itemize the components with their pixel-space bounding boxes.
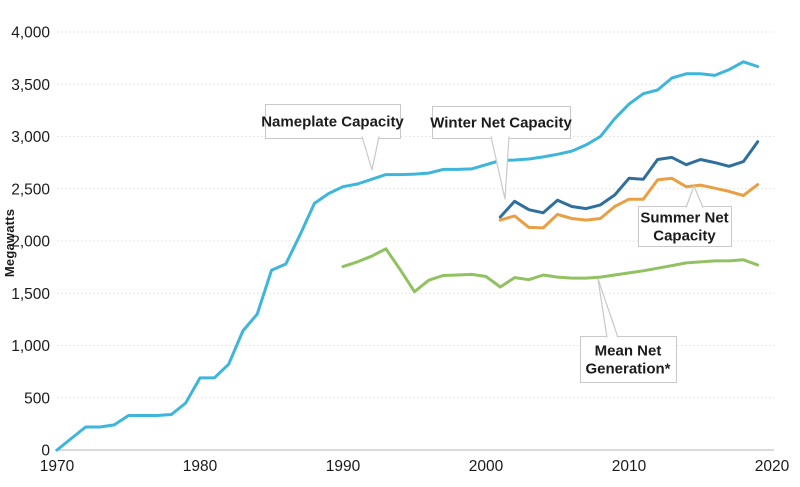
annotation-box — [580, 336, 677, 383]
x-tick-label: 1970 — [40, 458, 75, 475]
y-tick-label: 1,500 — [11, 286, 50, 303]
series-line-winter-net-capacity — [498, 140, 760, 219]
x-tick-label: 2020 — [755, 458, 790, 475]
y-tick-label: 3,000 — [11, 129, 50, 146]
series-line-mean-net-generation — [341, 247, 760, 294]
y-tick-label: 0 — [41, 443, 50, 460]
annotation-label: Nameplate Capacity — [261, 114, 404, 131]
x-tick-label: 1980 — [183, 458, 218, 475]
x-tick-label: 2010 — [612, 458, 647, 475]
y-tick-label: 4,000 — [11, 25, 50, 42]
annotation-label: Summer Net Capacity — [640, 210, 728, 245]
y-tick-label: 2,500 — [11, 181, 50, 198]
annotation-box — [638, 206, 732, 247]
annotation-pointer — [490, 136, 510, 200]
x-tick-label: 2000 — [469, 458, 504, 475]
annotation-pointer — [685, 185, 704, 208]
series-line-summer-net-capacity — [498, 176, 760, 230]
annotation-box — [265, 104, 401, 139]
annotation-label: Mean Net Generation* — [585, 343, 670, 378]
y-tick-label: 3,500 — [11, 77, 50, 94]
y-tick-label: 2,000 — [11, 234, 50, 251]
annotation-box — [432, 106, 571, 139]
x-tick-label: 1990 — [326, 458, 361, 475]
series-line-nameplate-capacity — [55, 60, 760, 452]
y-tick-label: 1,000 — [11, 338, 50, 355]
y-tick-label: 500 — [24, 390, 50, 407]
annotation-pointer — [597, 278, 619, 338]
annotation-pointer — [361, 136, 380, 171]
annotation-label: Winter Net Capacity — [430, 115, 572, 132]
